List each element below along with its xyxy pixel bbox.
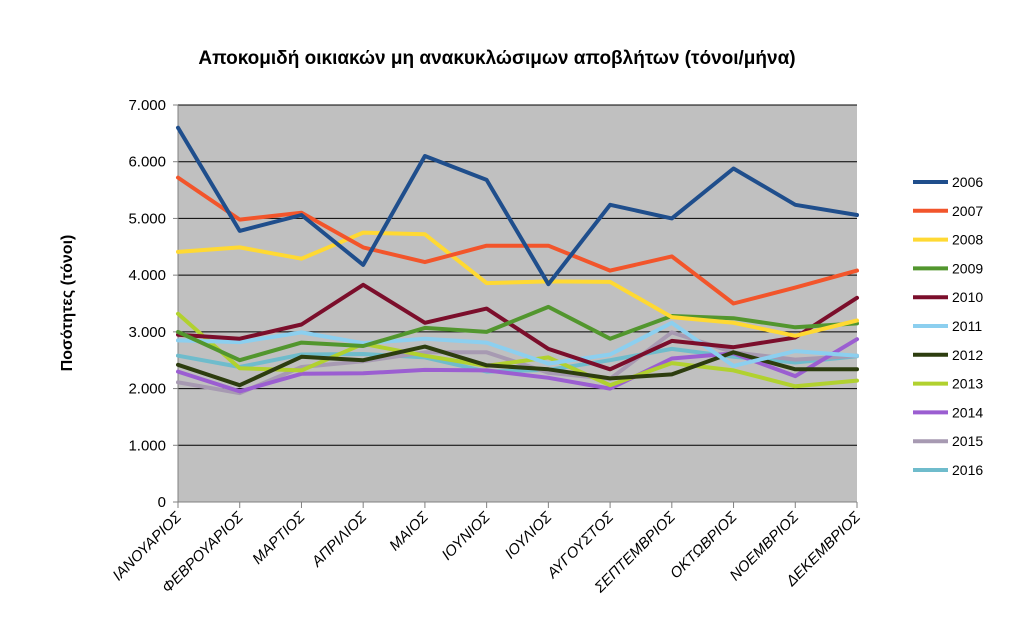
y-tick-label: 5.000	[128, 210, 166, 227]
legend-label-2013: 2013	[952, 376, 983, 392]
chart-title: Αποκομιδή οικιακών μη ανακυκλώσιμων αποβ…	[198, 48, 795, 69]
x-tick-label: ΙΟΥΛΙΟΣ	[502, 508, 556, 562]
legend-label-2009: 2009	[952, 260, 983, 276]
y-tick-label: 3.000	[128, 324, 166, 341]
series-line-2006	[176, 125, 859, 287]
y-tick-label: 1.000	[128, 437, 166, 454]
x-tick-label: ΑΠΡΙΛΙΟΣ	[308, 508, 371, 571]
legend-label-2011: 2011	[952, 318, 982, 334]
y-axis-label: Ποσότητες (τόνοι)	[59, 235, 76, 372]
series-line-2012	[176, 344, 859, 388]
series-line-2009	[176, 304, 859, 363]
plot-area	[178, 105, 857, 502]
y-tick-label: 6.000	[128, 154, 166, 171]
series-line-2008	[176, 230, 859, 338]
legend-label-2008: 2008	[952, 232, 983, 248]
legend-label-2015: 2015	[952, 433, 983, 449]
legend-label-2010: 2010	[952, 289, 983, 305]
series-line-2013	[176, 311, 859, 389]
y-tick-label: 0	[158, 494, 166, 511]
series-line-2010	[176, 282, 859, 372]
legend-label-2006: 2006	[952, 174, 983, 190]
legend-label-2012: 2012	[952, 347, 983, 363]
y-axis-ticks: 0 1.000 2.000 3.000 4.000 5.000 6.000 7.000	[128, 97, 178, 511]
x-tick-label: ΙΟΥΝΙΟΣ	[439, 508, 495, 564]
legend: 2006 2007 2008 2009 2010 2011 2012 2013 2014 2015…	[913, 174, 983, 478]
y-tick-label: 2.000	[128, 381, 166, 398]
legend-label-2016: 2016	[952, 462, 983, 478]
y-tick-label: 4.000	[128, 267, 166, 284]
x-tick-label: ΜΑΙΟΣ	[386, 508, 432, 554]
legend-label-2007: 2007	[952, 203, 983, 219]
series-line-2011	[176, 320, 859, 368]
series-lines	[176, 125, 859, 396]
series-line-2007	[176, 175, 859, 306]
axes	[177, 105, 857, 503]
legend-label-2014: 2014	[952, 404, 983, 420]
y-tick-label: 7.000	[128, 97, 166, 114]
x-tick-label: ΜΑΡΤΙΟΣ	[249, 508, 309, 568]
